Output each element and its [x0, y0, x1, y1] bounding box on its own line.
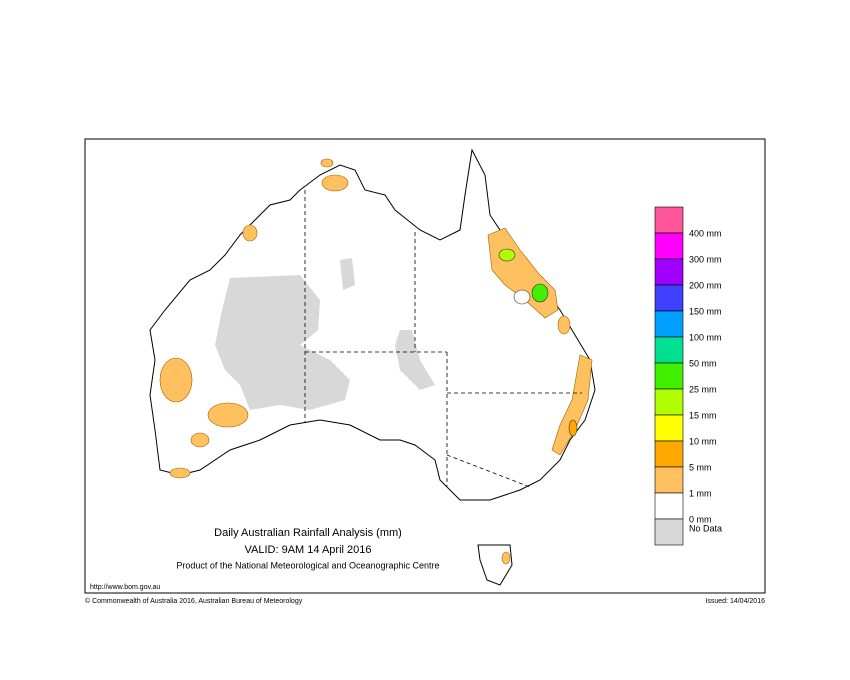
- legend-swatch: [654, 492, 684, 520]
- legend-label: 0 mm: [689, 514, 712, 524]
- legend-label: 100 mm: [689, 332, 722, 342]
- legend-swatch: [654, 284, 684, 312]
- source-url: http://www.bom.gov.au: [90, 584, 160, 591]
- legend-swatch: [654, 206, 684, 234]
- rain-area: [501, 551, 511, 565]
- legend-swatch: [654, 466, 684, 494]
- state-borders: [304, 190, 582, 488]
- rain-area: [321, 174, 349, 192]
- map-title: Daily Australian Rainfall Analysis (mm): [214, 527, 402, 539]
- rain-area: [207, 402, 249, 428]
- legend-swatch: [654, 310, 684, 338]
- rain-free-area: [513, 289, 531, 305]
- issued-date: Issued: 14/04/2016: [705, 598, 765, 605]
- no-data-area: [395, 330, 435, 390]
- rain-area: [498, 248, 516, 262]
- copyright: © Commonwealth of Australia 2016, Austra…: [85, 597, 303, 605]
- rain-area: [320, 158, 334, 168]
- legend-swatch: [654, 440, 684, 468]
- legend: 400 mm 300 mm 200 mm 150 mm 100 mm 50 mm 25 mm…: [654, 206, 722, 546]
- rain-area: [169, 467, 191, 479]
- valid-time: VALID: 9AM 14 April 2016: [245, 544, 372, 556]
- legend-label: 300 mm: [689, 254, 722, 264]
- rain-area: [557, 315, 571, 335]
- no-data-area: [215, 275, 350, 410]
- legend-swatch: [654, 362, 684, 390]
- legend-swatch: [654, 518, 684, 546]
- legend-label: 5 mm: [689, 462, 712, 472]
- legend-label: 25 mm: [689, 384, 717, 394]
- rain-area: [568, 419, 578, 437]
- legend-swatch: [654, 336, 684, 364]
- legend-swatch: [654, 258, 684, 286]
- no-data-area: [340, 258, 355, 290]
- product-note: Product of the National Meteorological a…: [176, 560, 439, 570]
- rain-area: [531, 283, 549, 303]
- australia: [149, 148, 596, 586]
- legend-label: 1 mm: [689, 488, 712, 498]
- rain-area: [551, 354, 593, 456]
- rain-area: [159, 357, 193, 403]
- legend-label: No Data: [689, 523, 722, 533]
- legend-label: 50 mm: [689, 358, 717, 368]
- legend-label: 400 mm: [689, 228, 722, 238]
- legend-swatch: [654, 414, 684, 442]
- legend-label: 15 mm: [689, 410, 717, 420]
- legend-label: 10 mm: [689, 436, 717, 446]
- legend-swatch: [654, 232, 684, 260]
- rain-area: [190, 432, 210, 448]
- legend-label: 150 mm: [689, 306, 722, 316]
- legend-label: 200 mm: [689, 280, 722, 290]
- rain-area: [242, 224, 258, 242]
- legend-swatch: [654, 388, 684, 416]
